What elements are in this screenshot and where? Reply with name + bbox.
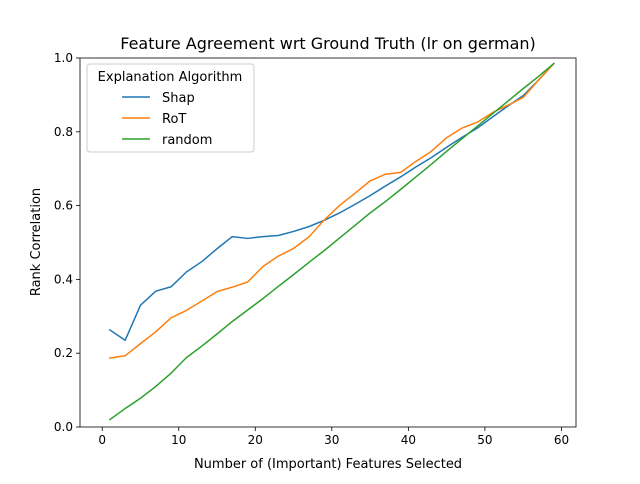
series-layer — [108, 62, 555, 421]
x-tick-label: 50 — [477, 433, 492, 447]
legend-frame — [86, 63, 255, 153]
y-tick-label: 0.6 — [54, 199, 73, 213]
x-tick-label: 60 — [554, 433, 569, 447]
x-axis-label: Number of (Important) Features Selected — [194, 457, 462, 472]
y-tick-label: 0.4 — [54, 272, 73, 286]
x-tick-label: 0 — [98, 433, 106, 447]
legend-label-rot: RoT — [162, 112, 186, 127]
y-tick-label: 1.0 — [54, 51, 73, 65]
y-tick-label: 0.8 — [54, 125, 73, 139]
legend-entries: Shap RoT random — [122, 91, 212, 148]
legend-title: Explanation Algorithm — [98, 70, 243, 85]
legend-label-random: random — [162, 133, 212, 148]
legend-label-shap: Shap — [162, 91, 195, 106]
x-tick-label: 20 — [248, 433, 263, 447]
y-axis-label: Rank Correlation — [29, 188, 44, 296]
axes-layer: 0 10 20 30 40 50 60 0.0 0.2 0.4 0.6 0.8 1.0 — [54, 51, 577, 447]
axes-frame — [79, 57, 577, 428]
series-line-shap — [108, 62, 555, 342]
series-line-random — [108, 62, 555, 421]
y-tick-label: 0.2 — [54, 346, 73, 360]
chart-title: Feature Agreement wrt Ground Truth (lr o… — [120, 34, 536, 53]
y-tick-label: 0.0 — [54, 420, 73, 434]
x-tick-label: 10 — [171, 433, 186, 447]
legend: Explanation Algorithm Shap RoT random — [86, 63, 255, 153]
x-tick-label: 40 — [401, 433, 416, 447]
series-line-rot — [109, 62, 555, 359]
x-tick-label: 30 — [324, 433, 339, 447]
